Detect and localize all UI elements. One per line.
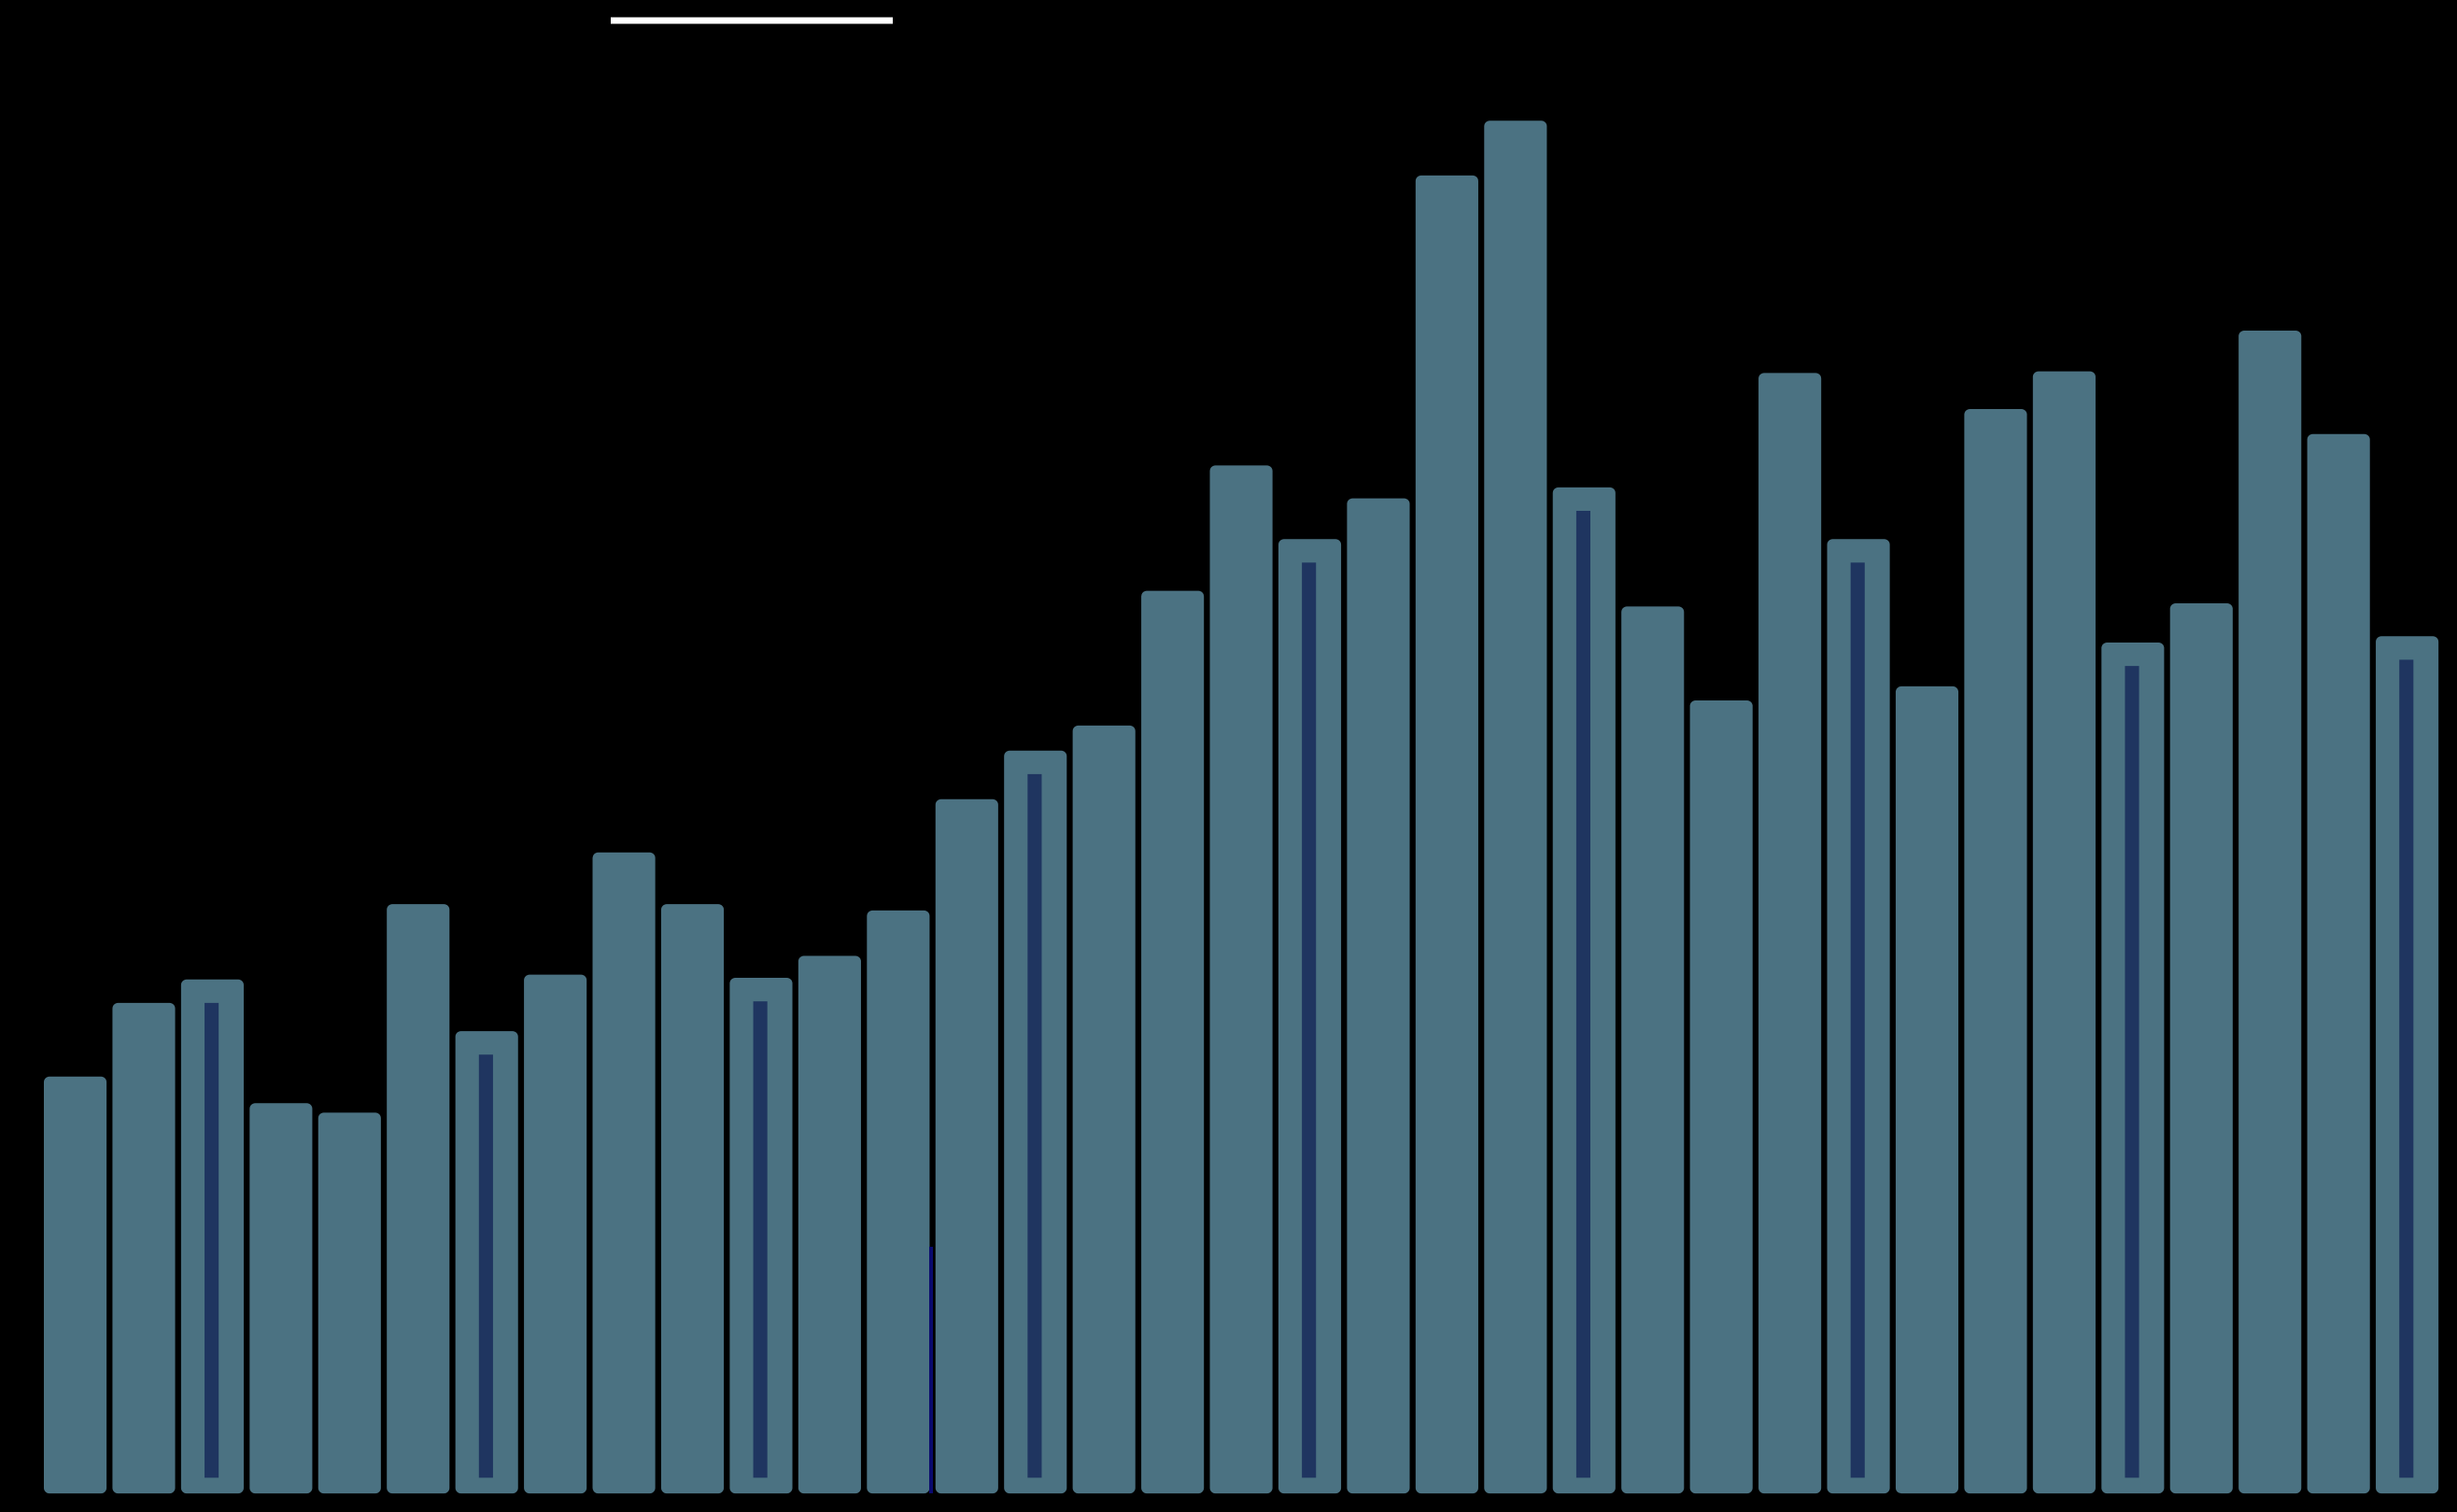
bar <box>1484 120 1547 1494</box>
bar <box>1141 590 1205 1494</box>
highlight-bar <box>753 1001 768 1478</box>
highlight-bar <box>205 1002 219 1478</box>
bar <box>318 1112 381 1494</box>
bar <box>1209 465 1273 1494</box>
bar <box>1621 606 1685 1494</box>
bar <box>1758 373 1822 1494</box>
highlight-bar <box>1850 562 1865 1478</box>
bar <box>867 910 930 1494</box>
bar <box>660 904 725 1494</box>
bar <box>43 1076 107 1494</box>
bar <box>1072 725 1136 1494</box>
highlight-bar <box>1575 511 1591 1478</box>
bar <box>1964 408 2027 1494</box>
bar <box>798 955 861 1494</box>
bar <box>592 852 656 1494</box>
bar <box>2032 371 2096 1494</box>
bars <box>43 120 2439 1494</box>
highlight-bar <box>2399 659 2414 1478</box>
bar <box>2169 603 2233 1494</box>
highlight-bar <box>1302 562 1317 1478</box>
bar <box>387 904 450 1494</box>
bar <box>935 798 998 1494</box>
bar <box>1347 498 1410 1494</box>
highlight-bar <box>2125 666 2139 1478</box>
highlight-bar <box>1027 773 1042 1478</box>
highlight-bar <box>478 1054 493 1478</box>
bar <box>1415 175 1478 1494</box>
bar <box>249 1103 313 1494</box>
bar <box>2238 331 2302 1494</box>
bar <box>2307 433 2370 1494</box>
bar <box>112 1002 176 1494</box>
bar <box>1689 700 1753 1494</box>
bar <box>1895 685 1959 1494</box>
bar <box>524 974 587 1494</box>
